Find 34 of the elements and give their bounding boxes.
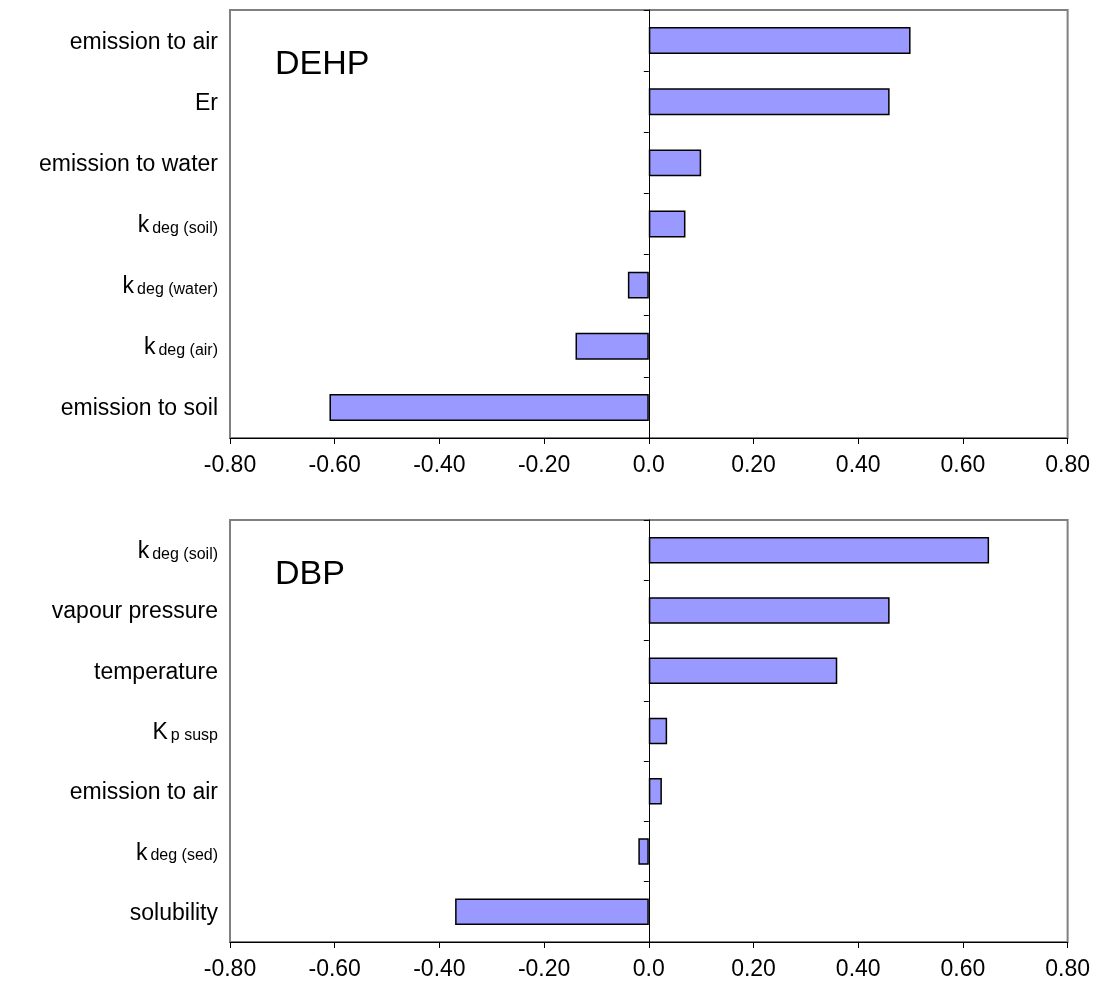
x-tick-label: -0.60 [308, 450, 361, 477]
y-tick-label: emission to soil [60, 394, 219, 421]
x-tick-label: 0.40 [835, 954, 881, 981]
y-tick-label: kdeg (air) [143, 333, 218, 360]
y-tick-label: kdeg (water) [122, 272, 218, 299]
x-tick-label: -0.20 [517, 450, 571, 477]
x-tick-label: 0.60 [940, 954, 986, 981]
y-tick-label: kdeg (soil) [137, 537, 219, 564]
x-tick-label: 0.20 [731, 450, 776, 477]
y-tick-label: emission to air [69, 27, 219, 54]
y-tick-label: temperature [93, 657, 219, 684]
x-tick-label: -0.20 [517, 954, 571, 981]
text: DEHP [275, 43, 370, 81]
x-tick-label: 0.80 [1045, 450, 1090, 477]
x-tick-label: -0.80 [203, 954, 257, 981]
text: DBP [275, 553, 345, 591]
x-tick-label: 0.40 [835, 450, 881, 477]
x-tick-label: 0.0 [632, 954, 665, 981]
x-tick-label: 0.80 [1045, 954, 1090, 981]
y-tick-label: Kp susp [152, 718, 219, 744]
x-tick-label: 0.0 [632, 450, 665, 477]
y-tick-label: Er [195, 88, 219, 115]
x-tick-label: -0.80 [203, 450, 257, 477]
x-tick-label: 0.20 [731, 954, 776, 981]
y-tick-label: vapour pressure [51, 597, 218, 624]
x-tick-label: 0.60 [940, 450, 986, 477]
y-tick-label: kdeg (soil) [137, 211, 219, 237]
x-tick-label: -0.40 [413, 450, 466, 477]
y-tick-label: solubility [129, 898, 219, 925]
x-tick-label: -0.40 [413, 954, 466, 981]
x-tick-label: -0.60 [308, 954, 361, 981]
y-tick-label: emission to water [39, 149, 219, 176]
y-tick-label: emission to air [69, 778, 219, 805]
y-tick-label: kdeg (sed) [135, 838, 218, 865]
